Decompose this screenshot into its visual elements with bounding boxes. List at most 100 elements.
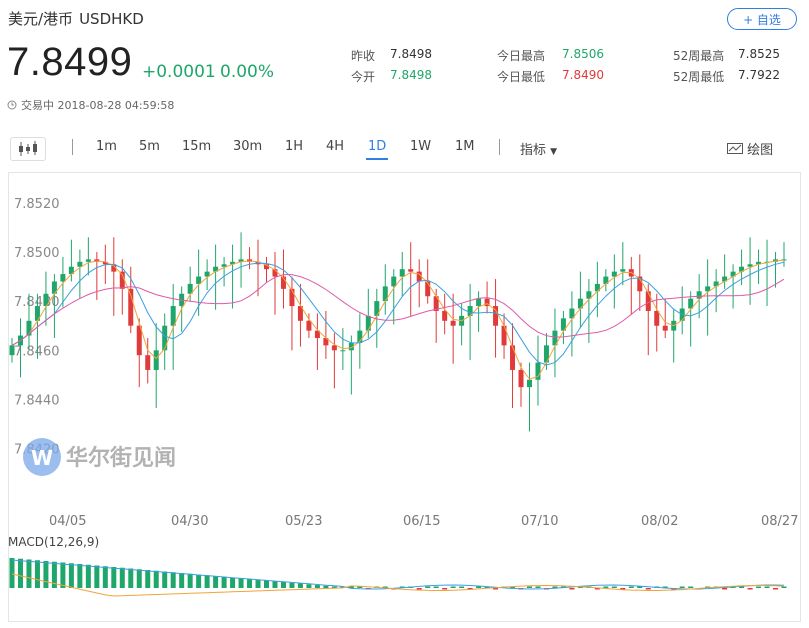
candle-body	[586, 291, 592, 299]
macd-bar	[433, 586, 439, 588]
day-high-label: 今日最高	[497, 49, 546, 63]
candle-body	[637, 276, 643, 292]
interval-5m[interactable]: 5m	[139, 139, 160, 154]
macd-bar	[467, 588, 473, 590]
candle-body	[713, 281, 719, 287]
macd-bar	[60, 562, 66, 588]
macd-bar	[111, 567, 117, 588]
macd-bar	[416, 588, 422, 590]
candle-body	[297, 306, 303, 321]
interval-1m[interactable]: 1m	[96, 139, 117, 154]
macd-bar	[628, 586, 634, 588]
candle-body	[552, 330, 558, 346]
candle-body	[467, 306, 473, 316]
candle-body	[102, 261, 108, 265]
candle-body	[739, 266, 745, 272]
candle-body	[51, 281, 57, 294]
macd-bar	[9, 558, 15, 588]
clock-icon	[7, 100, 17, 110]
macd-bar	[747, 588, 753, 590]
candle-body	[518, 369, 524, 388]
macd-bar	[637, 586, 643, 588]
candle-body	[781, 259, 787, 261]
y-tick-label: 7.8500	[14, 246, 60, 261]
ma-slow-line	[11, 274, 785, 346]
interval-1h[interactable]: 1H	[285, 139, 304, 154]
candle-body	[204, 271, 210, 277]
y-tick-label: 7.8440	[14, 393, 60, 408]
macd-bar	[781, 586, 787, 588]
candle-body	[450, 320, 456, 326]
candle-body	[230, 261, 236, 265]
macd-bar	[594, 588, 600, 590]
candle-body	[34, 306, 40, 321]
add-watchlist-button[interactable]: + 自选	[727, 8, 797, 30]
candle-body	[560, 318, 566, 331]
macd-bar	[450, 586, 456, 588]
macd-bar	[119, 567, 125, 588]
candle-body	[314, 330, 320, 338]
interval-1m[interactable]: 1M	[455, 139, 475, 154]
candle-body	[119, 271, 125, 289]
candle-body	[603, 276, 609, 284]
interval-1d[interactable]: 1D	[368, 139, 387, 154]
macd-bar	[442, 588, 448, 590]
candle-body	[433, 296, 439, 311]
macd-bar	[688, 586, 694, 588]
candlestick-type-icon[interactable]	[10, 137, 46, 161]
macd-bar	[230, 577, 236, 588]
candle-body	[722, 276, 728, 282]
macd-bar	[128, 568, 134, 588]
candle-body	[289, 288, 295, 307]
macd-bar	[382, 586, 388, 588]
macd-bar	[51, 561, 57, 588]
macd-bar	[255, 579, 261, 588]
indicator-label: 指标	[520, 143, 547, 158]
x-tick-label: 04/05	[49, 514, 86, 529]
candle-body	[425, 281, 431, 297]
x-tick-label: 08/27	[761, 514, 798, 529]
interval-4h[interactable]: 4H	[326, 139, 345, 154]
macd-bar	[280, 582, 286, 588]
watermark-logo-letter: W	[31, 446, 53, 470]
macd-bar	[357, 586, 363, 588]
y-tick-label: 7.8520	[14, 197, 60, 212]
wk52-low-value: 7.7922	[738, 68, 780, 82]
interval-1w[interactable]: 1W	[410, 139, 432, 154]
macd-bar	[221, 576, 227, 588]
candle-body	[391, 276, 397, 287]
candle-body	[365, 315, 371, 331]
chart-area[interactable]: 7.85207.85007.84807.84607.84407.8420华尔街见…	[8, 172, 801, 622]
candle-body	[526, 379, 532, 388]
x-tick-label: 07/10	[521, 514, 558, 529]
macd-bar	[603, 586, 609, 588]
indicator-menu[interactable]: 指标 ▼	[520, 139, 557, 158]
interval-30m[interactable]: 30m	[233, 139, 263, 154]
candle-body	[382, 286, 388, 302]
interval-15m[interactable]: 15m	[182, 139, 212, 154]
candle-body	[535, 362, 541, 380]
candle-body	[654, 310, 660, 326]
candle-body	[705, 286, 711, 292]
ma-mid-line	[11, 261, 785, 366]
macd-bar	[85, 564, 91, 588]
macd-bar	[773, 588, 779, 590]
macd-bar	[552, 586, 558, 588]
candle-body	[162, 325, 168, 351]
candle-body	[68, 266, 74, 275]
candle-body	[111, 264, 117, 272]
macd-bar	[756, 586, 762, 588]
candle-body	[543, 345, 549, 363]
y-tick-label: 7.8460	[14, 344, 60, 359]
price-change: +0.0001	[142, 62, 216, 82]
price-chart[interactable]: 7.85207.85007.84807.84607.84407.8420华尔街见…	[8, 173, 800, 621]
macd-bar	[662, 586, 668, 588]
candle-body	[272, 269, 278, 277]
candle-body	[43, 293, 49, 307]
day-low-label: 今日最低	[497, 70, 546, 84]
caret-down-icon: ▼	[550, 147, 558, 157]
x-tick-label: 05/23	[285, 514, 322, 529]
macd-label: MACD(12,26,9)	[9, 535, 99, 549]
macd-bar	[272, 581, 278, 588]
draw-button[interactable]: 绘图	[727, 139, 773, 160]
